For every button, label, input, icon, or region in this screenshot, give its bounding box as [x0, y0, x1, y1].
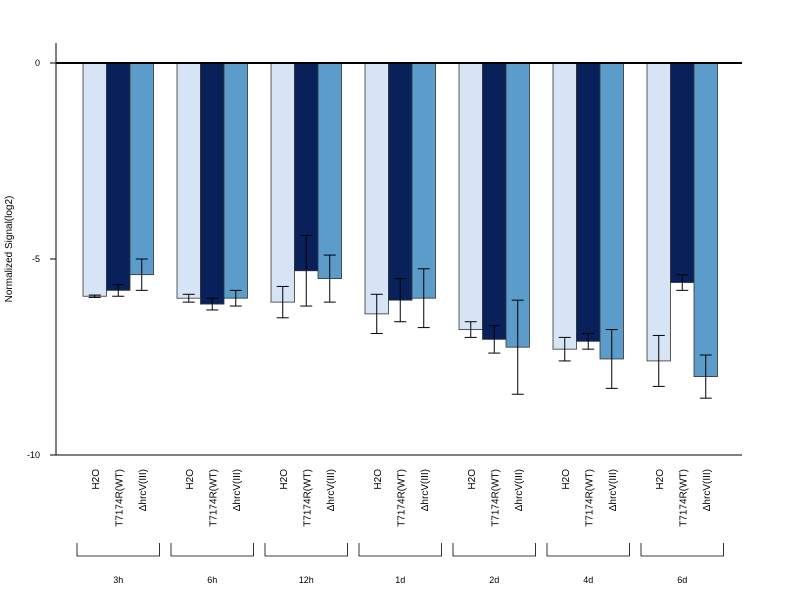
group-label: 4d [583, 575, 593, 585]
bar [411, 62, 436, 299]
category-label: H2O [561, 469, 572, 490]
category-label: ΔhrcV(III) [420, 469, 431, 511]
bar [670, 62, 695, 283]
bar [82, 62, 107, 297]
bar [176, 62, 201, 299]
bar [317, 62, 342, 280]
category-label: H2O [467, 469, 478, 490]
category-labels: H2O T7174R(WT) ΔhrcV(III) H2O T7174R(WT) Δhrc… [91, 469, 713, 527]
category-label: ΔhrcV(III) [232, 469, 243, 511]
bars [82, 62, 718, 378]
category-label: ΔhrcV(III) [138, 469, 149, 511]
bar [552, 62, 577, 350]
group-bracket [452, 543, 536, 557]
category-label: T7174R(WT) [208, 469, 219, 527]
category-label: T7174R(WT) [490, 469, 501, 527]
group-label: 2d [489, 575, 499, 585]
bar [270, 62, 295, 303]
group-label: 12h [299, 575, 314, 585]
group-bracket [640, 543, 724, 557]
y-tick-label: 0 [35, 58, 40, 68]
y-axis-label: Normalized Signal(log2) [4, 196, 15, 303]
category-label: T7174R(WT) [584, 469, 595, 527]
bar [599, 62, 624, 360]
category-label: H2O [91, 469, 102, 490]
bar [129, 62, 154, 276]
category-label: H2O [655, 469, 666, 490]
group-label: 6h [207, 575, 217, 585]
group-label: 1d [395, 575, 405, 585]
category-label: T7174R(WT) [302, 469, 313, 527]
category-label: ΔhrcV(III) [326, 469, 337, 511]
bar [223, 62, 248, 299]
bar [364, 62, 389, 315]
group-bracket [76, 543, 160, 557]
bar [576, 62, 601, 342]
group-bracket [546, 543, 630, 557]
category-label: T7174R(WT) [678, 469, 689, 527]
category-label: H2O [373, 469, 384, 490]
error-bars [88, 234, 712, 399]
bar [693, 62, 718, 378]
group-labels: 3h 6h 12h 1d 2d 4d 6d [113, 575, 687, 585]
y-ticks: 0 -5 -10 [27, 58, 56, 460]
category-label: ΔhrcV(III) [514, 469, 525, 511]
category-label: H2O [279, 469, 290, 490]
bar [388, 62, 413, 301]
bar [482, 62, 507, 340]
group-label: 3h [113, 575, 123, 585]
bar [106, 62, 131, 291]
group-brackets [76, 543, 724, 557]
bar [458, 62, 483, 330]
category-label: T7174R(WT) [396, 469, 407, 527]
y-tick-label: -5 [32, 254, 40, 264]
category-label: T7174R(WT) [114, 469, 125, 527]
group-bracket [264, 543, 348, 557]
category-label: ΔhrcV(III) [608, 469, 619, 511]
category-label: ΔhrcV(III) [702, 469, 713, 511]
group-bracket [170, 543, 254, 557]
group-bracket [358, 543, 442, 557]
category-label: H2O [185, 469, 196, 490]
y-tick-label: -10 [27, 450, 40, 460]
bar [200, 62, 225, 305]
bar [646, 62, 671, 362]
group-label: 6d [677, 575, 687, 585]
